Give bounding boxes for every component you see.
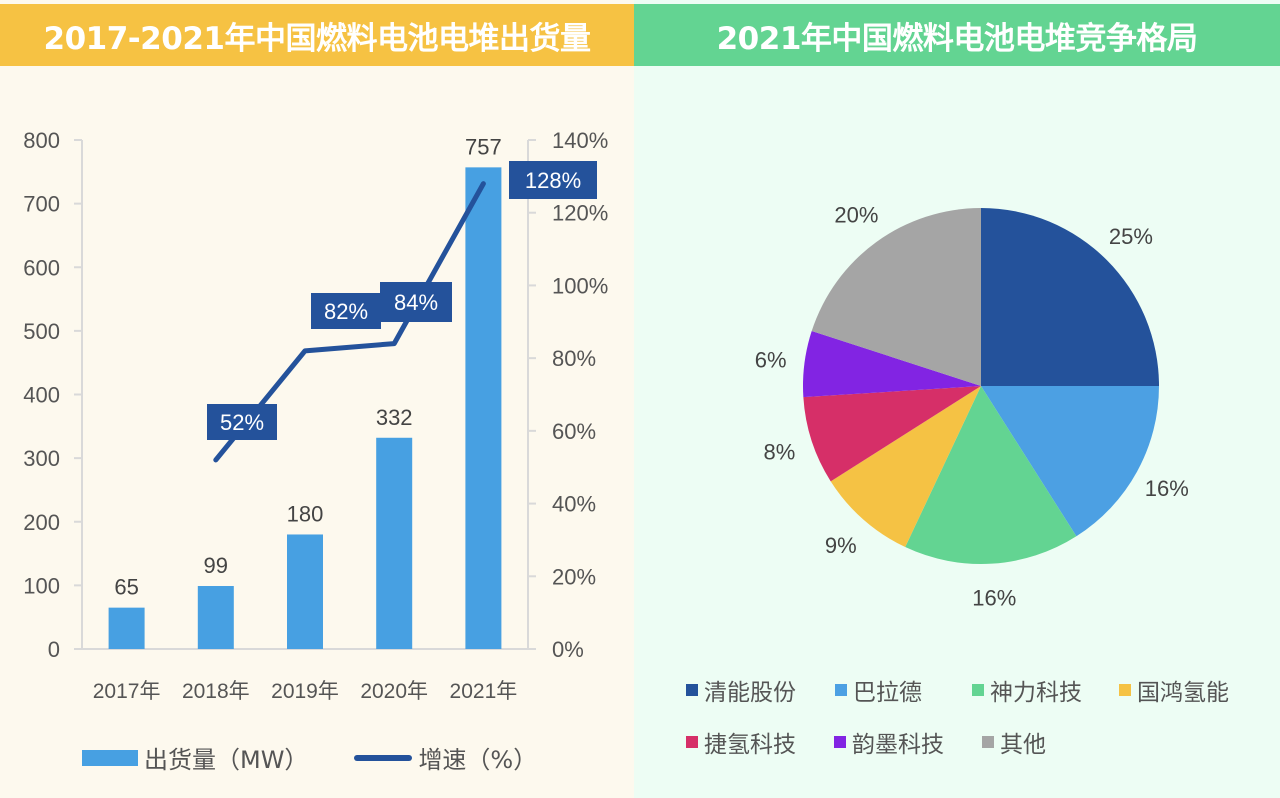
legend-item: 其他: [982, 725, 1130, 759]
legend-label: 捷氢科技: [704, 732, 796, 758]
shipment-panel: 2017-2021年中国燃料电池电堆出货量 0 100 200 300 400 500 60…: [0, 0, 634, 798]
pie-slice-label: 25%: [1109, 224, 1153, 249]
pie-slice: [830, 386, 981, 548]
shipment-chart-title: 2017-2021年中国燃料电池电堆出货量: [0, 4, 634, 66]
right-y-tick-label: 80%: [552, 346, 596, 371]
shipment-bar-value-label: 180: [287, 501, 324, 526]
legend-label: 韵墨科技: [852, 732, 944, 758]
legend-label: 清能股份: [704, 680, 796, 706]
pie-slice: [811, 208, 981, 386]
right-y-tick-label: 0%: [552, 637, 584, 662]
pie-slice-label: 6%: [755, 347, 787, 372]
shipment-bar-value-label: 99: [204, 553, 228, 578]
legend-label-growth: 增速（%）: [418, 746, 538, 774]
legend-item-shipment: 出货量（MW）: [82, 740, 308, 775]
legend-swatch: [1119, 684, 1132, 696]
left-y-tick-label: 300: [23, 446, 60, 471]
pie-slice: [981, 386, 1159, 537]
growth-label-box: [380, 282, 452, 322]
shipment-bar: [108, 607, 145, 649]
right-y-tick-label: 60%: [552, 419, 596, 444]
legend-label: 神力科技: [990, 680, 1083, 706]
shipment-chart: 0 100 200 300 400 500 600 700 800 0% 20% 40% 60% 80% 1…: [23, 128, 608, 703]
legend-item: 清能股份: [686, 673, 835, 707]
pie-slice: [905, 386, 1077, 564]
x-category-label: 2020年: [360, 680, 428, 703]
legend-row: 捷氢科技 韵墨科技 其他: [686, 716, 1266, 768]
left-y-tick-label: 600: [23, 255, 60, 280]
pie-slice-label: 16%: [1145, 476, 1189, 501]
growth-label: 84%: [394, 290, 438, 315]
growth-label: 82%: [324, 299, 368, 324]
legend-label: 其他: [1000, 732, 1046, 758]
legend-item: 巴拉德: [834, 673, 972, 707]
legend-item: 捷氢科技: [686, 725, 834, 759]
left-y-tick-label: 0: [48, 637, 60, 662]
legend-swatch: [834, 684, 847, 696]
legend-item: 韵墨科技: [834, 725, 982, 759]
right-y-tick-label: 120%: [552, 201, 608, 226]
growth-label: 52%: [220, 410, 264, 435]
legend-swatch-line: [354, 754, 413, 761]
legend-label: 国鸿氢能: [1137, 680, 1230, 706]
left-y-tick-label: 200: [23, 510, 60, 535]
shipment-bar: [287, 534, 323, 649]
legend-swatch: [686, 684, 698, 696]
competition-pie-chart: 25% 16% 16% 9% 8% 6% 20%: [755, 202, 1189, 611]
legend-item: 国鸿氢能: [1119, 673, 1266, 707]
right-y-tick-label: 100%: [552, 273, 608, 298]
shipment-bar: [376, 437, 413, 649]
left-y-tick-label: 100: [23, 573, 60, 598]
legend-swatch: [834, 736, 846, 748]
legend-swatch: [982, 736, 994, 748]
left-y-tick-label: 400: [23, 383, 60, 408]
x-category-label: 2021年: [450, 680, 518, 703]
legend-item: 神力科技: [972, 673, 1119, 707]
shipment-bar-value-label: 65: [114, 575, 138, 600]
x-category-label: 2017年: [93, 680, 161, 703]
shipment-bar: [465, 167, 502, 649]
growth-label-box: [311, 293, 381, 329]
pie-slice: [803, 386, 981, 482]
shipment-bar: [197, 586, 234, 649]
pie-slice: [803, 330, 981, 398]
growth-label: 128%: [525, 168, 581, 193]
legend-label: 巴拉德: [852, 680, 922, 706]
competition-legend: 清能股份 巴拉德 神力科技 国鸿氢能捷氢科技 韵墨科技 其他: [686, 664, 1266, 768]
right-y-tick-label: 40%: [552, 492, 596, 517]
competition-chart-title: 2021年中国燃料电池电堆竞争格局: [634, 4, 1280, 66]
legend-label-shipment: 出货量（MW）: [144, 746, 309, 774]
pie-slice-label: 8%: [763, 440, 795, 465]
right-y-tick-label: 140%: [552, 128, 608, 153]
shipment-bar-value-label: 757: [465, 134, 502, 159]
pie-slice-label: 9%: [825, 533, 857, 558]
legend-swatch-bar: [82, 749, 138, 766]
right-y-tick-label: 20%: [552, 564, 596, 589]
legend-row: 清能股份 巴拉德 神力科技 国鸿氢能: [686, 664, 1266, 716]
pie-slice-label: 16%: [972, 586, 1016, 611]
shipment-legend: 出货量（MW） 增速（%）: [82, 740, 537, 775]
x-category-label: 2018年: [182, 680, 250, 703]
competition-panel: 2021年中国燃料电池电堆竞争格局 25% 16% 16% 9% 8% 6% 20% 清能股…: [634, 0, 1280, 798]
x-category-label: 2019年: [271, 680, 339, 703]
legend-swatch: [686, 736, 698, 748]
left-y-tick-label: 800: [23, 128, 60, 153]
growth-label-box: [207, 404, 277, 440]
pie-slice: [981, 208, 1159, 386]
pie-slice-label: 20%: [834, 202, 878, 227]
legend-item-growth: 增速（%）: [354, 740, 537, 775]
legend-swatch: [972, 684, 985, 696]
left-y-tick-label: 700: [23, 192, 60, 217]
growth-label-box: [509, 161, 597, 199]
left-y-tick-label: 500: [23, 319, 60, 344]
shipment-bar-value-label: 332: [376, 405, 413, 430]
